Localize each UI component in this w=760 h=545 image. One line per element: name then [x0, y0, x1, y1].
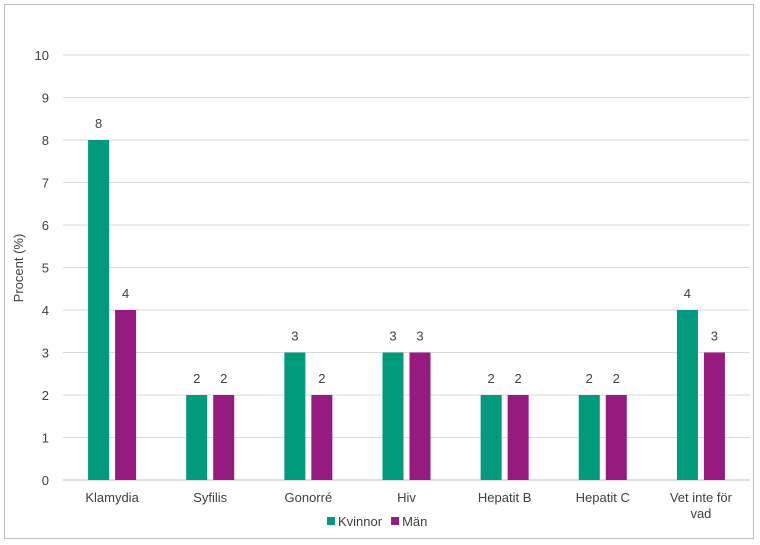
- legend-swatch: [327, 517, 335, 525]
- y-tick-label: 1: [42, 431, 49, 446]
- bar: [480, 395, 502, 480]
- y-tick-labels: 0 1 2 3 4 5 6 7 8 9 10: [35, 48, 49, 488]
- x-tick-label: Hepatit B: [478, 490, 531, 505]
- x-tick-label: Klamydia: [85, 490, 139, 505]
- x-tick-label: Syfilis: [193, 490, 227, 505]
- y-tick-label: 0: [42, 473, 49, 488]
- data-labels: 8 4 2 2 3 2 3 3 2 2 2 2 4 3: [95, 116, 718, 386]
- bar: [284, 352, 306, 480]
- gridlines: [63, 54, 750, 481]
- data-label: 3: [291, 329, 298, 344]
- bars: [88, 140, 725, 480]
- y-tick-label: 9: [42, 91, 49, 106]
- bar: [115, 310, 137, 480]
- legend-swatch: [391, 517, 400, 525]
- data-label: 2: [318, 371, 325, 386]
- y-axis-label: Procent (%): [11, 234, 26, 303]
- bar: [88, 140, 110, 480]
- bar: [605, 395, 627, 480]
- bar: [703, 352, 725, 480]
- data-label: 3: [389, 329, 396, 344]
- x-tick-label: Vet inte för: [670, 490, 733, 505]
- x-tick-label: vad: [690, 506, 711, 521]
- y-tick-label: 3: [42, 346, 49, 361]
- data-label: 2: [613, 371, 620, 386]
- y-tick-label: 2: [42, 388, 49, 403]
- legend-label: Män: [402, 514, 427, 529]
- legend: Kvinnor Män: [327, 514, 427, 529]
- bar: [578, 395, 600, 480]
- bar: [382, 352, 404, 480]
- y-tick-label: 4: [42, 303, 49, 318]
- data-label: 2: [488, 371, 495, 386]
- x-tick-label: Hepatit C: [576, 490, 630, 505]
- data-label: 3: [711, 329, 718, 344]
- legend-label: Kvinnor: [338, 514, 383, 529]
- data-label: 2: [220, 371, 227, 386]
- data-label: 4: [684, 286, 691, 301]
- data-label: 8: [95, 116, 102, 131]
- data-label: 2: [586, 371, 593, 386]
- bar: [507, 395, 529, 480]
- y-tick-label: 6: [42, 218, 49, 233]
- data-label: 3: [416, 329, 423, 344]
- data-label: 4: [122, 286, 129, 301]
- bar: [311, 395, 333, 480]
- bar: [186, 395, 208, 480]
- x-tick-label: Hiv: [397, 490, 416, 505]
- y-tick-label: 10: [35, 48, 49, 63]
- bar: [409, 352, 431, 480]
- bar: [676, 310, 698, 480]
- y-tick-label: 8: [42, 133, 49, 148]
- y-tick-label: 7: [42, 176, 49, 191]
- data-label: 2: [515, 371, 522, 386]
- x-tick-labels: Klamydia Syfilis Gonorré Hiv Hepatit B Hepati…: [85, 490, 732, 521]
- data-label: 2: [193, 371, 200, 386]
- bar: [213, 395, 235, 480]
- x-tick-label: Gonorré: [285, 490, 333, 505]
- y-tick-label: 5: [42, 261, 49, 276]
